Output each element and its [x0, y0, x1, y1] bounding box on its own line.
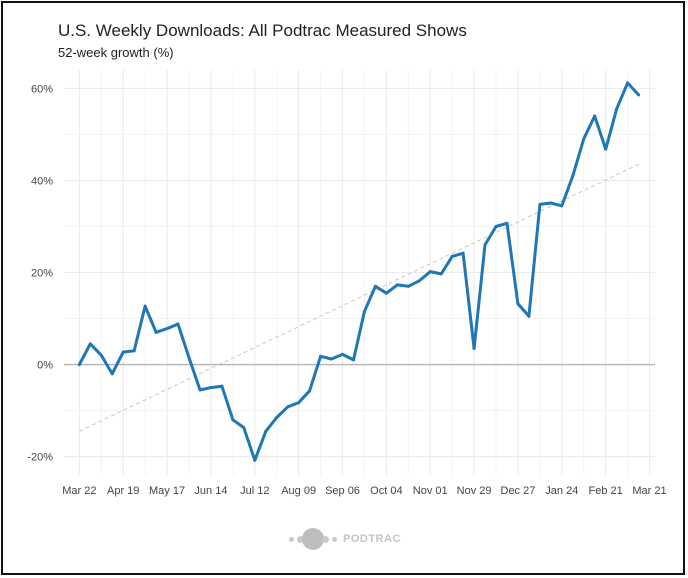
x-tick-label: Nov 29	[457, 485, 492, 497]
x-tick-label: Sep 06	[325, 485, 360, 497]
data-point	[154, 330, 158, 334]
data-point	[494, 224, 498, 228]
data-point	[560, 204, 564, 208]
y-tick-label: 0%	[37, 360, 53, 372]
data-point	[615, 107, 619, 111]
data-point	[198, 388, 202, 392]
chart-title: U.S. Weekly Downloads: All Podtrac Measu…	[58, 21, 467, 40]
data-point	[417, 279, 421, 283]
data-point	[341, 352, 345, 356]
data-point	[472, 346, 476, 350]
x-tick-label: Nov 01	[413, 485, 448, 497]
x-tick-label: May 17	[149, 485, 185, 497]
data-point	[406, 284, 410, 288]
data-point	[264, 429, 268, 433]
data-point	[483, 243, 487, 247]
data-point	[516, 302, 520, 306]
data-point	[220, 384, 224, 388]
data-point	[132, 349, 136, 353]
x-tick-label: Jun 14	[194, 485, 227, 497]
x-tick-label: Mar 22	[62, 485, 96, 497]
data-point	[165, 327, 169, 331]
data-point	[450, 254, 454, 258]
data-point	[351, 358, 355, 362]
data-point	[209, 386, 213, 390]
data-point	[187, 356, 191, 360]
y-tick-label: -20%	[27, 452, 53, 464]
data-point	[439, 272, 443, 276]
podtrac-wordmark: PODTRAC	[343, 533, 401, 545]
x-tick-label: Feb 21	[589, 485, 623, 497]
data-point	[582, 137, 586, 141]
data-point	[319, 354, 323, 358]
data-point	[626, 81, 630, 85]
data-point	[571, 174, 575, 178]
y-tick-label: 60%	[31, 83, 53, 95]
data-point	[373, 284, 377, 288]
data-point	[538, 202, 542, 206]
data-point	[121, 350, 125, 354]
x-tick-label: Mar 21	[632, 485, 666, 497]
data-point	[297, 401, 301, 405]
data-point	[637, 93, 641, 97]
data-point	[362, 310, 366, 314]
trend-line	[79, 163, 639, 432]
data-point	[231, 418, 235, 422]
data-point	[110, 372, 114, 376]
data-point	[176, 322, 180, 326]
x-tick-label: Oct 04	[370, 485, 402, 497]
data-point	[549, 201, 553, 205]
data-point	[593, 114, 597, 118]
x-tick-label: Jan 24	[545, 485, 578, 497]
x-tick-label: Jul 12	[240, 485, 269, 497]
data-point	[505, 221, 509, 225]
data-point	[143, 304, 147, 308]
data-point	[395, 283, 399, 287]
series-group	[77, 81, 641, 462]
data-point	[330, 357, 334, 361]
data-point	[384, 291, 388, 295]
data-point	[253, 458, 257, 462]
y-tick-label: 20%	[31, 268, 53, 280]
x-tick-label: Aug 09	[281, 485, 316, 497]
data-point	[604, 147, 608, 151]
y-axis-labels: -20% 0% 20% 40% 60%	[27, 83, 53, 463]
podtrac-brand: PODTRAC	[289, 528, 401, 550]
data-point	[461, 251, 465, 255]
grid-lines	[64, 70, 655, 475]
series-line	[77, 81, 641, 462]
data-point	[527, 314, 531, 318]
data-point	[286, 405, 290, 409]
y-tick-label: 40%	[31, 175, 53, 187]
data-point	[77, 363, 81, 367]
data-point	[242, 426, 246, 430]
x-axis-labels: Mar 22 Apr 19 May 17 Jun 14 Jul 12 Aug 09 Sep …	[62, 485, 666, 497]
podtrac-logo-icon	[289, 528, 337, 550]
chart-subtitle: 52-week growth (%)	[58, 45, 174, 60]
x-tick-label: Dec 27	[501, 485, 536, 497]
data-point	[308, 389, 312, 393]
data-point	[428, 270, 432, 274]
data-point	[275, 415, 279, 419]
data-point	[99, 353, 103, 357]
x-tick-label: Apr 19	[107, 485, 139, 497]
data-point	[88, 342, 92, 346]
trend-dashed-line	[79, 163, 639, 432]
